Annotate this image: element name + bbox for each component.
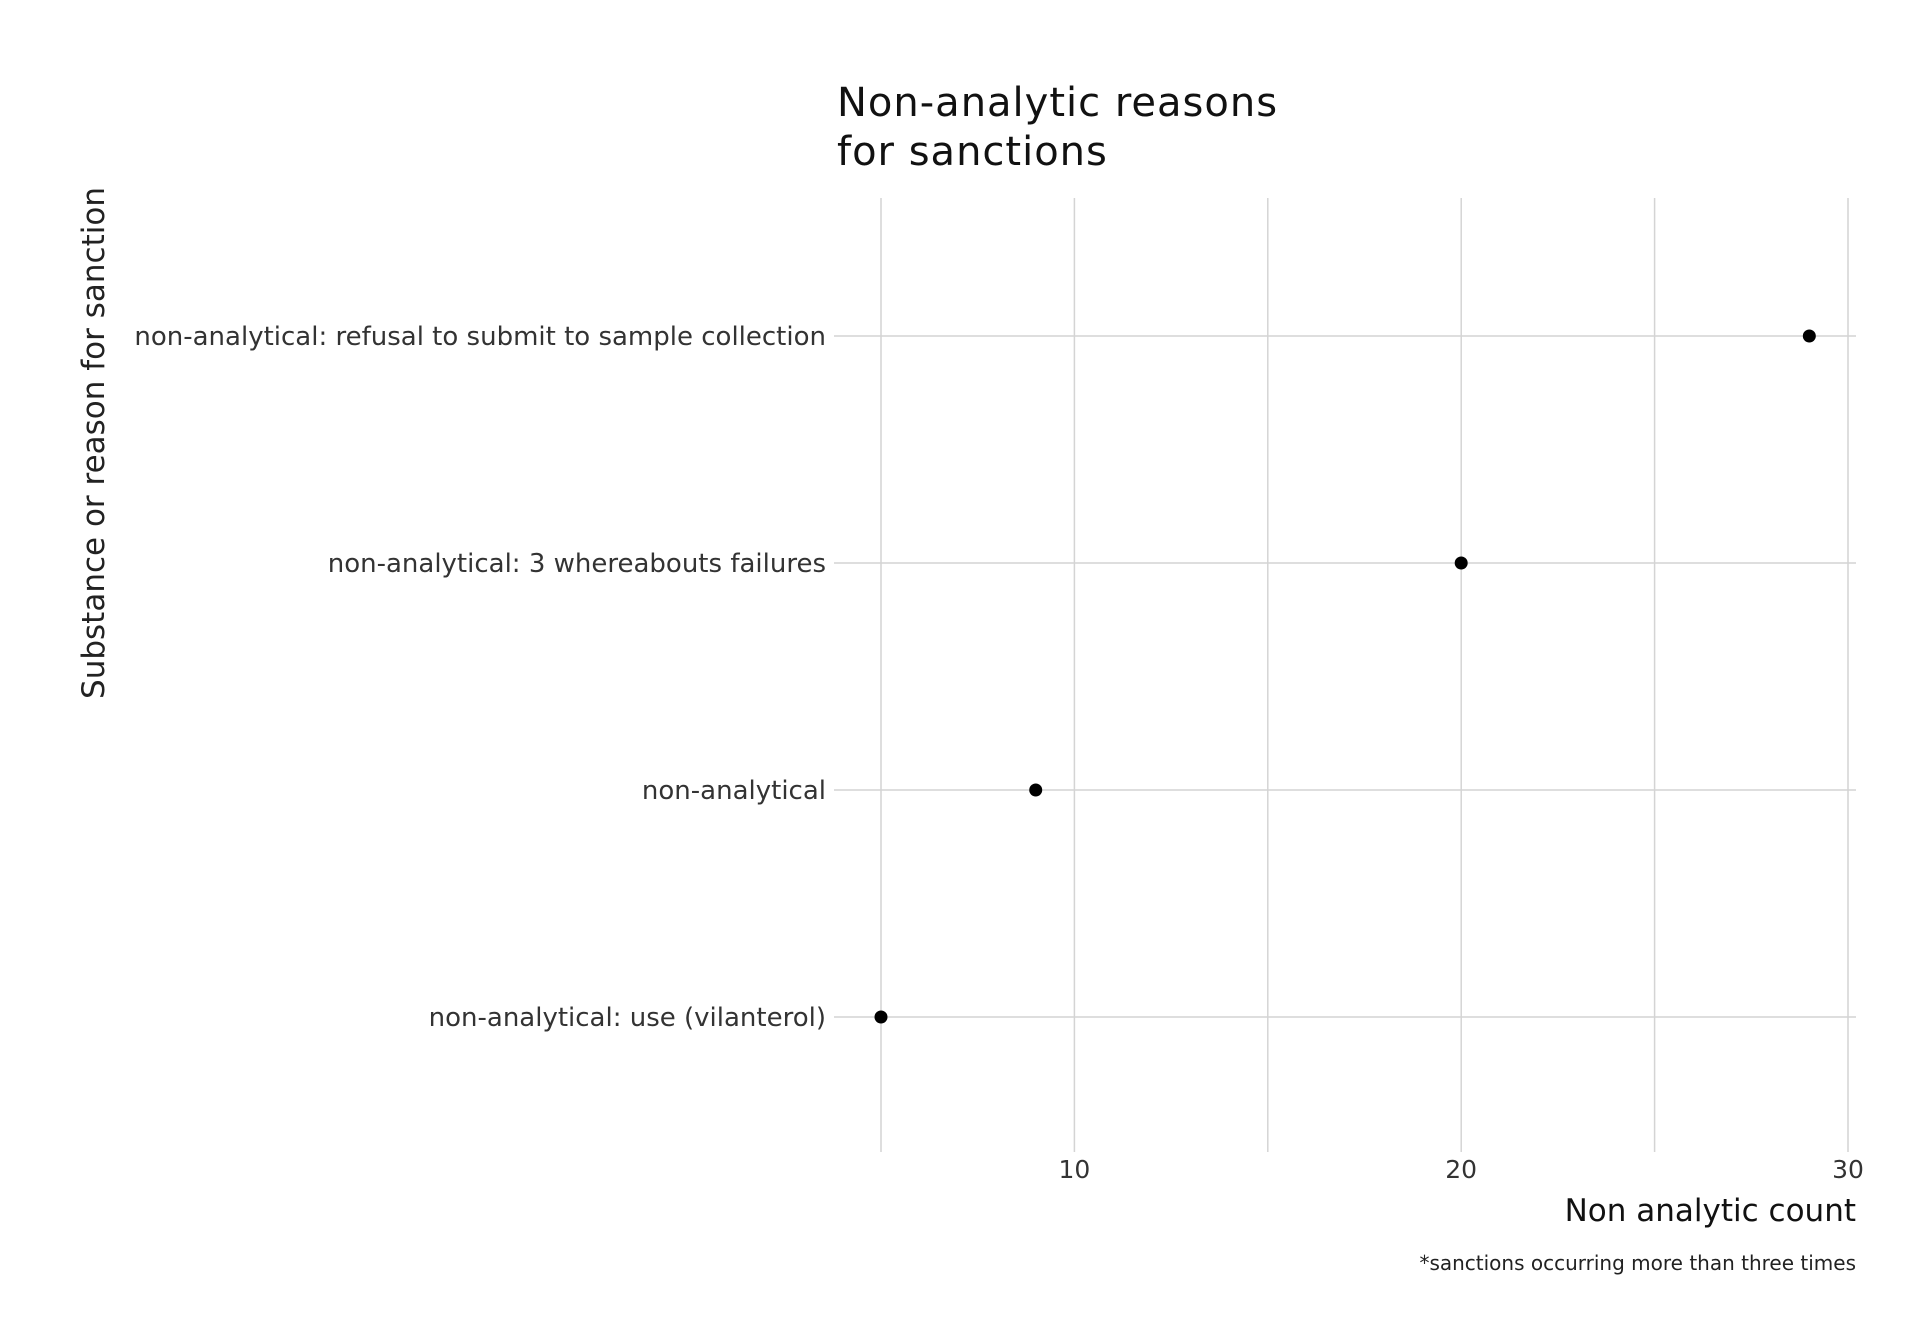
y-tick-label: non-analytical: 3 whereabouts failures <box>328 549 826 579</box>
y-tick-label: non-analytical: refusal to submit to sam… <box>134 322 826 352</box>
y-axis-labels: non-analytical: refusal to submit to sam… <box>134 322 826 1033</box>
data-point <box>874 1010 888 1024</box>
x-tick-label: 20 <box>1445 1155 1477 1184</box>
chart-caption: *sanctions occurring more than three tim… <box>1419 1251 1856 1275</box>
data-points <box>874 329 1816 1024</box>
data-point <box>1454 556 1468 570</box>
chart-title: Non-analytic reasons for sanctions <box>837 80 1278 175</box>
data-point <box>1029 783 1043 797</box>
x-axis-title: Non analytic count <box>1565 1193 1856 1229</box>
x-axis-ticks: 10 20 30 <box>1058 1155 1863 1184</box>
x-tick-label: 30 <box>1832 1155 1864 1184</box>
data-point <box>1802 329 1816 343</box>
y-tick-label: non-analytical <box>642 776 826 806</box>
y-tick-label: non-analytical: use (vilanterol) <box>429 1003 826 1033</box>
x-tick-label: 10 <box>1058 1155 1090 1184</box>
y-axis-title: Substance or reason for sanction <box>76 187 112 699</box>
grid <box>834 198 1856 1152</box>
